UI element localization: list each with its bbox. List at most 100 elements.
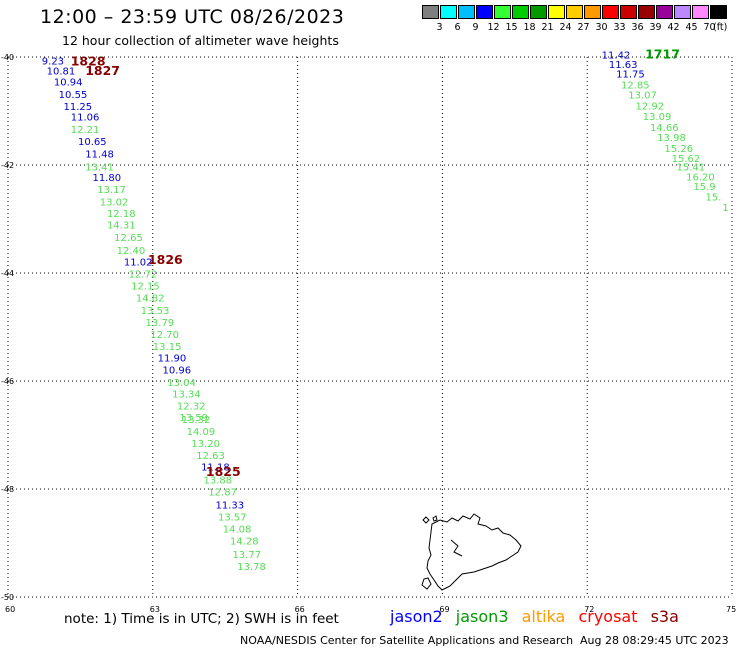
wave-height-value: 11.90 bbox=[158, 354, 187, 365]
wave-height-value: 11.02 bbox=[124, 257, 153, 268]
legend-tick-label: 21 bbox=[541, 22, 554, 33]
wave-height-value: 15.62 bbox=[672, 154, 701, 165]
wave-height-value: 13.09 bbox=[643, 112, 672, 123]
kerguelen-islands-outline bbox=[421, 513, 522, 591]
wave-height-value: 15. bbox=[705, 193, 721, 204]
wave-height-value: 11.25 bbox=[64, 102, 93, 113]
wave-height-value: 13.53 bbox=[141, 306, 170, 317]
legend-swatch bbox=[674, 5, 691, 19]
latitude-label: -40 bbox=[1, 53, 14, 62]
wave-height-value: 10.94 bbox=[54, 78, 83, 89]
map-axis-labels: -40 -42 -44 -46 -48 -50 60 63 66 69 72 75 bbox=[1, 53, 736, 614]
wave-height-value: 11.48 bbox=[85, 149, 114, 160]
wave-height-value: 11.18 bbox=[201, 463, 230, 474]
wave-height-value: 12.87 bbox=[208, 487, 237, 498]
map-subtitle: 12 hour collection of altimeter wave hei… bbox=[62, 33, 339, 48]
legend-tick-label: 24 bbox=[559, 22, 572, 33]
wave-height-value: 9.23 bbox=[42, 57, 64, 68]
wave-height-value: 13.59 bbox=[179, 413, 208, 424]
legend-tick-label: 27 bbox=[577, 22, 590, 33]
units-note: note: 1) Time is in UTC; 2) SWH is in fe… bbox=[64, 611, 339, 627]
wave-height-value: 12.15 bbox=[131, 282, 160, 293]
wave-height-value: 1 bbox=[722, 203, 728, 214]
kerguelen-west-island bbox=[421, 577, 432, 590]
wave-height-value: 12.63 bbox=[196, 451, 225, 462]
longitude-label: 69 bbox=[439, 605, 449, 614]
wave-height-value: 11.06 bbox=[71, 113, 100, 124]
legend-swatch bbox=[422, 5, 439, 19]
sat-legend-jason3: jason3 bbox=[455, 607, 509, 626]
wave-height-value: 13.79 bbox=[146, 318, 175, 329]
legend-swatch bbox=[476, 5, 493, 19]
legend-tick-label: 15 bbox=[505, 22, 518, 33]
wave-height-value: 13.98 bbox=[657, 133, 686, 144]
credit-line: NOAA/NESDIS Center for Satellite Applica… bbox=[240, 634, 574, 647]
kerguelen-main-island bbox=[426, 513, 522, 591]
wave-height-value: 14.66 bbox=[650, 123, 679, 134]
wave-height-value: 12.85 bbox=[621, 80, 650, 91]
sat-legend-s3a: s3a bbox=[650, 607, 679, 626]
wave-height-value: 14.09 bbox=[187, 427, 216, 438]
map-gridlines bbox=[7, 56, 733, 598]
wave-height-value: 15.26 bbox=[664, 144, 693, 155]
latitude-label: -46 bbox=[1, 377, 14, 386]
wave-height-value: 12.72 bbox=[129, 269, 158, 280]
pass-time-label: 1825 bbox=[206, 464, 241, 479]
map-title: 12:00 – 23:59 UTC 08/26/2023 bbox=[40, 6, 345, 28]
wave-height-value: 14.31 bbox=[107, 221, 136, 232]
wave-height-value: 13.15 bbox=[153, 342, 182, 353]
wave-height-value: 10.81 bbox=[47, 66, 76, 77]
pass-time-label: 1827 bbox=[85, 63, 120, 78]
wave-height-value: 12.40 bbox=[117, 246, 146, 257]
latitude-label: -44 bbox=[1, 269, 14, 278]
longitude-label: 66 bbox=[295, 605, 305, 614]
wave-height-value: 13.88 bbox=[203, 476, 232, 487]
legend-tick-label: 30 bbox=[595, 22, 608, 33]
wave-height-value: 10.96 bbox=[162, 365, 191, 376]
sat-legend-altika: altika bbox=[521, 607, 566, 626]
legend-tick-label: 42 bbox=[667, 22, 680, 33]
legend-tick-label: 70 bbox=[703, 22, 716, 33]
wave-height-value: 10.55 bbox=[59, 90, 88, 101]
wave-height-value: 13.04 bbox=[167, 378, 196, 389]
legend-tick-label: 39 bbox=[649, 22, 662, 33]
wave-height-tracks: 9.2310.8110.9410.5511.2511.0612.2110.651… bbox=[42, 51, 729, 573]
legend-swatch bbox=[710, 5, 727, 19]
wave-height-value: 11.42 bbox=[602, 51, 631, 62]
satellite-legend: jason2 jason3 altika cryosat s3a bbox=[390, 607, 687, 626]
wave-height-value: 14.08 bbox=[223, 525, 252, 536]
legend-swatch bbox=[566, 5, 583, 19]
wave-height-value: 12.21 bbox=[71, 125, 100, 136]
wave-height-value: 12.92 bbox=[635, 101, 664, 112]
wave-height-value: 13.41 bbox=[85, 162, 114, 173]
wave-height-value: 13.57 bbox=[218, 512, 247, 523]
legend-swatch bbox=[602, 5, 619, 19]
longitude-label: 75 bbox=[726, 605, 736, 614]
wave-height-value: 11.63 bbox=[609, 60, 638, 71]
wave-height-value: 16.20 bbox=[686, 173, 715, 184]
legend-tick-label: 9 bbox=[472, 22, 479, 33]
legend-tick-label: 45 bbox=[685, 22, 698, 33]
legend-swatch bbox=[692, 5, 709, 19]
legend-swatch bbox=[458, 5, 475, 19]
sat-legend-jason2: jason2 bbox=[390, 607, 443, 626]
wave-height-value: 13.17 bbox=[97, 185, 126, 196]
wave-height-value: 11.33 bbox=[216, 500, 245, 511]
legend-swatch bbox=[494, 5, 511, 19]
wave-height-value: 12.18 bbox=[107, 209, 136, 220]
legend-swatch bbox=[620, 5, 637, 19]
legend-unit: (ft) bbox=[713, 22, 728, 33]
legend-tick-label: 36 bbox=[631, 22, 644, 33]
legend-swatch bbox=[584, 5, 601, 19]
wave-height-value: 11.80 bbox=[92, 173, 121, 184]
legend-swatch bbox=[548, 5, 565, 19]
kerguelen-inlet bbox=[450, 539, 463, 557]
generated-timestamp: Aug 28 08:29:45 UTC 2023 bbox=[580, 634, 729, 647]
legend-swatch bbox=[512, 5, 529, 19]
wave-height-value: 13.20 bbox=[191, 439, 220, 450]
longitude-label: 60 bbox=[5, 605, 15, 614]
wave-height-value: 13.32 bbox=[182, 415, 211, 426]
latitude-label: -42 bbox=[1, 161, 14, 170]
